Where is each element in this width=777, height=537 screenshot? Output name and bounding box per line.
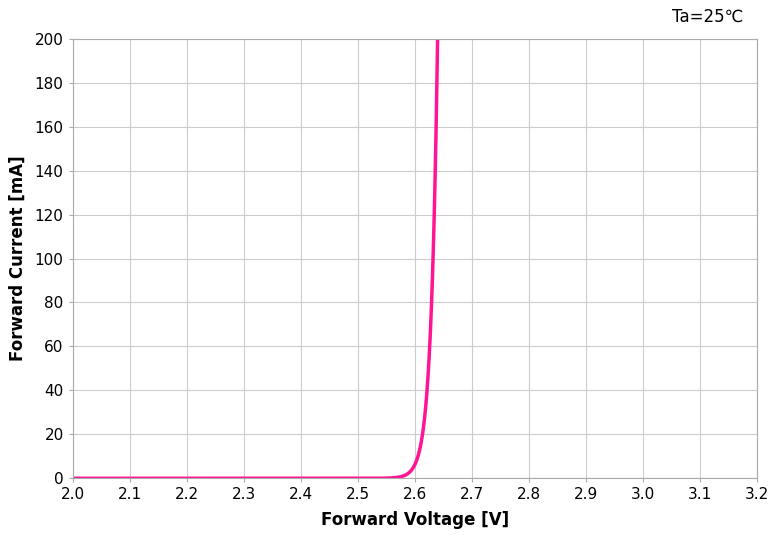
X-axis label: Forward Voltage [V]: Forward Voltage [V] bbox=[321, 511, 509, 528]
Y-axis label: Forward Current [mA]: Forward Current [mA] bbox=[9, 156, 26, 361]
Text: Ta=25℃: Ta=25℃ bbox=[671, 8, 743, 26]
